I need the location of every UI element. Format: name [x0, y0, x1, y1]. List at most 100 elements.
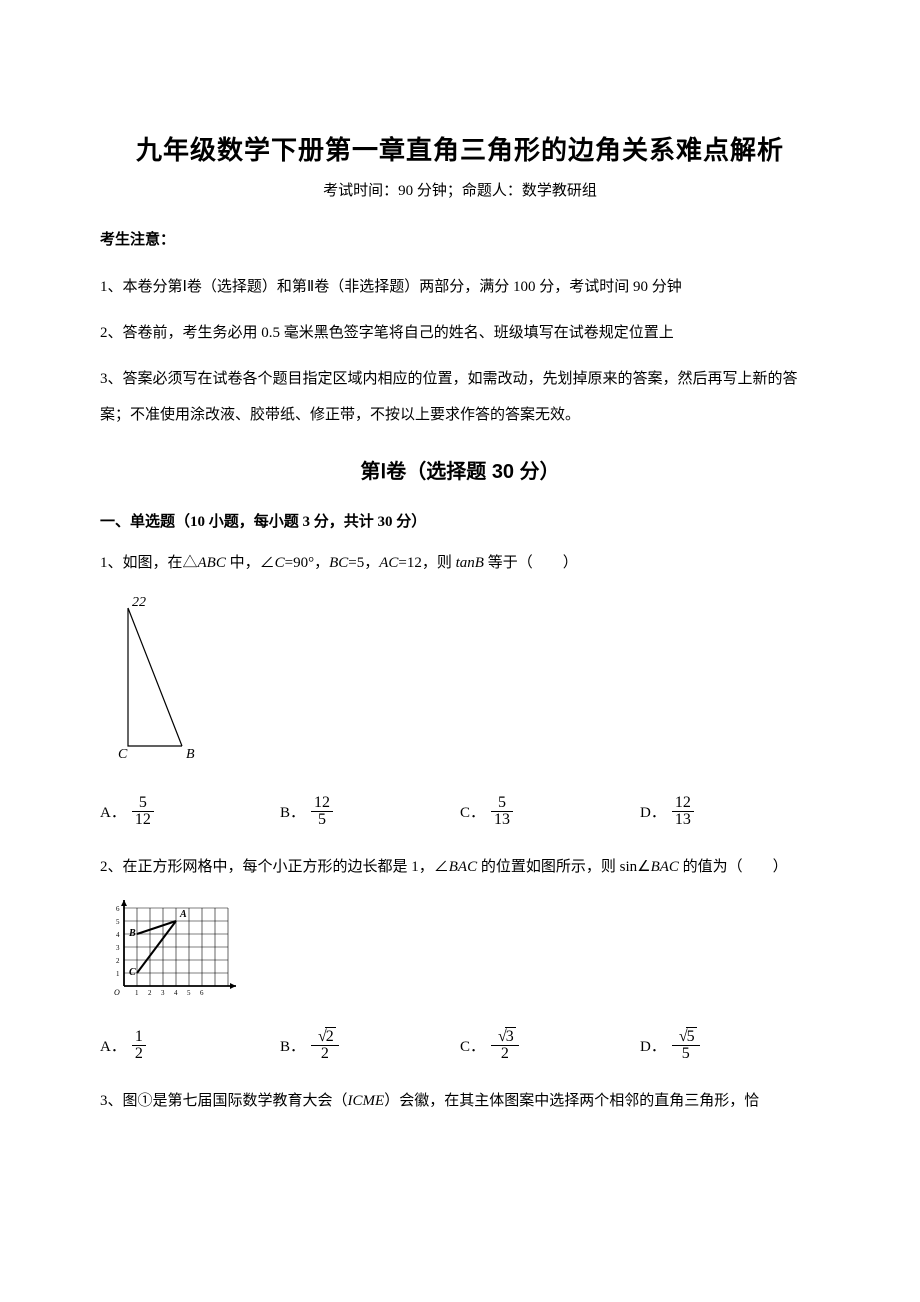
q1-options: A． 5 12 B． 12 5 C． 5 13 D． 12 13 — [100, 795, 820, 830]
q2-opt-d-num: 5 — [672, 1029, 700, 1047]
q2-option-b: B． 2 2 — [280, 1029, 460, 1064]
q2-opt-a-frac: 1 2 — [132, 1029, 146, 1064]
q1-c: C — [275, 555, 285, 571]
q2-text-suf: 的值为（ ） — [679, 859, 788, 875]
q1-figure: 22 C B — [110, 596, 820, 771]
q2-text: 2、在正方形网格中，每个小正方形的边长都是 1，∠ — [100, 859, 449, 875]
q2-bac1: BAC — [449, 859, 477, 875]
q1-text-m2: =90°， — [285, 555, 329, 571]
q1-text-m4: =12，则 — [398, 555, 455, 571]
section-1-title: 第Ⅰ卷（选择题 30 分） — [100, 455, 820, 484]
q2-opt-b-label: B． — [280, 1035, 305, 1056]
q1-opt-b-label: B． — [280, 801, 305, 822]
q2-option-d: D． 5 5 — [640, 1029, 820, 1064]
q1-opt-a-num: 5 — [132, 795, 154, 813]
q1-opt-c-num: 5 — [491, 795, 513, 813]
q2-opt-c-den: 2 — [491, 1046, 519, 1063]
q1-opt-a-frac: 5 12 — [132, 795, 154, 830]
exam-page: 九年级数学下册第一章直角三角形的边角关系难点解析 考试时间：90 分钟；命题人：… — [0, 0, 920, 1302]
q3-icme: ICME — [348, 1093, 385, 1109]
q2-option-c: C． 3 2 — [460, 1029, 640, 1064]
q1-abc: ABC — [198, 555, 226, 571]
q1-text-m3: =5， — [348, 555, 379, 571]
q1-option-b: B． 12 5 — [280, 795, 460, 830]
q1-opt-d-frac: 12 13 — [672, 795, 694, 830]
q2-opt-b-num: 2 — [311, 1029, 339, 1047]
question-3: 3、图①是第七届国际数学教育大会（ICME）会徽，在其主体图案中选择两个相邻的直… — [100, 1087, 820, 1116]
q1-label-a: 22 — [132, 596, 146, 610]
svg-text:2: 2 — [116, 957, 120, 965]
q2-opt-c-rad: 3 — [505, 1027, 516, 1045]
svg-text:4: 4 — [174, 989, 178, 997]
q2-text-mid: 的位置如图所示，则 sin∠ — [477, 859, 650, 875]
svg-text:6: 6 — [200, 989, 204, 997]
svg-text:C: C — [129, 967, 136, 978]
q2-opt-c-frac: 3 2 — [491, 1029, 519, 1064]
q1-hypotenuse — [128, 608, 182, 746]
q1-opt-b-frac: 12 5 — [311, 795, 333, 830]
q2-opt-a-label: A． — [100, 1035, 126, 1056]
q1-opt-b-den: 5 — [311, 812, 333, 829]
q2-opt-b-rad: 2 — [325, 1027, 336, 1045]
q1-opt-c-frac: 5 13 — [491, 795, 513, 830]
q3-text-suf: ）会徽，在其主体图案中选择两个相邻的直角三角形，恰 — [384, 1093, 759, 1109]
q1-option-a: A． 5 12 — [100, 795, 280, 830]
svg-text:5: 5 — [187, 989, 191, 997]
q2-opt-b-frac: 2 2 — [311, 1029, 339, 1064]
page-subtitle: 考试时间：90 分钟；命题人：数学教研组 — [100, 179, 820, 200]
svg-text:4: 4 — [116, 931, 120, 939]
svg-text:5: 5 — [116, 918, 120, 926]
q2-bac2: BAC — [651, 859, 679, 875]
q1-option-c: C． 5 13 — [460, 795, 640, 830]
q1-triangle-svg: 22 C B — [110, 596, 200, 766]
instruction-1: 1、本卷分第Ⅰ卷（选择题）和第Ⅱ卷（非选择题）两部分，满分 100 分，考试时间… — [100, 269, 820, 305]
q2-opt-d-rad: 5 — [686, 1027, 697, 1045]
q1-text-m1: 中，∠ — [226, 555, 275, 571]
notice-heading: 考生注意： — [100, 228, 820, 249]
q2-opt-a-num: 1 — [132, 1029, 146, 1047]
q2-options: A． 1 2 B． 2 2 C． 3 2 D． 5 5 — [100, 1029, 820, 1064]
svg-text:2: 2 — [148, 989, 152, 997]
q2-figure: 1 2 3 4 5 6 1 2 3 4 5 6 O A B C — [110, 900, 820, 1005]
q1-opt-a-label: A． — [100, 801, 126, 822]
subsection-heading: 一、单选题（10 小题，每小题 3 分，共计 30 分） — [100, 510, 820, 531]
q2-opt-d-label: D． — [640, 1035, 666, 1056]
q1-opt-c-den: 13 — [491, 812, 513, 829]
q2-opt-d-den: 5 — [672, 1046, 700, 1063]
q2-opt-a-den: 2 — [132, 1046, 146, 1063]
q2-opt-d-frac: 5 5 — [672, 1029, 700, 1064]
q1-opt-d-num: 12 — [672, 795, 694, 813]
q1-opt-a-den: 12 — [132, 812, 154, 829]
svg-text:6: 6 — [116, 905, 120, 913]
q1-opt-d-label: D． — [640, 801, 666, 822]
svg-text:3: 3 — [116, 944, 120, 952]
q1-text: 1、如图，在△ — [100, 555, 198, 571]
question-2: 2、在正方形网格中，每个小正方形的边长都是 1，∠BAC 的位置如图所示，则 s… — [100, 853, 820, 882]
svg-text:3: 3 — [161, 989, 165, 997]
q2-grid-svg: 1 2 3 4 5 6 1 2 3 4 5 6 O A B C — [110, 900, 240, 1000]
q1-opt-c-label: C． — [460, 801, 485, 822]
q1-opt-d-den: 13 — [672, 812, 694, 829]
page-title: 九年级数学下册第一章直角三角形的边角关系难点解析 — [100, 130, 820, 167]
svg-text:B: B — [128, 928, 136, 939]
q3-text: 3、图①是第七届国际数学教育大会（ — [100, 1093, 348, 1109]
q1-label-b: B — [186, 747, 195, 762]
svg-text:1: 1 — [116, 970, 120, 978]
q1-ac: AC — [379, 555, 398, 571]
q1-text-suf: 等于（ ） — [484, 555, 578, 571]
q1-bc: BC — [329, 555, 348, 571]
q2-opt-c-num: 3 — [491, 1029, 519, 1047]
q2-opt-b-den: 2 — [311, 1046, 339, 1063]
q2-option-a: A． 1 2 — [100, 1029, 280, 1064]
q1-tanb: tanB — [456, 555, 484, 571]
svg-text:1: 1 — [135, 989, 139, 997]
instruction-2: 2、答卷前，考生务必用 0.5 毫米黑色签字笔将自己的姓名、班级填写在试卷规定位… — [100, 315, 820, 351]
question-1: 1、如图，在△ABC 中，∠C=90°，BC=5，AC=12，则 tanB 等于… — [100, 549, 820, 578]
q1-opt-b-num: 12 — [311, 795, 333, 813]
q1-label-c: C — [118, 747, 128, 762]
svg-text:A: A — [179, 909, 187, 920]
q1-option-d: D． 12 13 — [640, 795, 820, 830]
q2-opt-c-label: C． — [460, 1035, 485, 1056]
instruction-3: 3、答案必须写在试卷各个题目指定区域内相应的位置，如需改动，先划掉原来的答案，然… — [100, 361, 820, 433]
svg-text:O: O — [114, 988, 120, 997]
